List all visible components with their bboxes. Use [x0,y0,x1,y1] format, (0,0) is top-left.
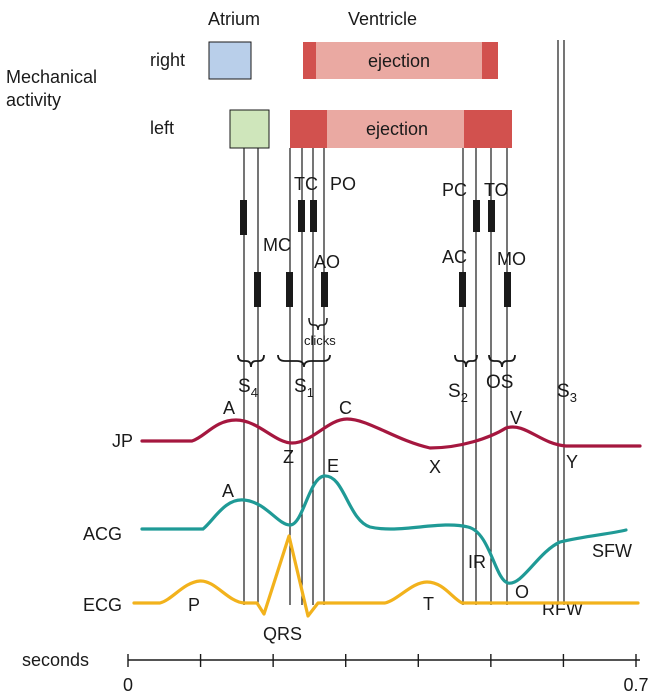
valve-label-to: TO [484,180,509,200]
valve-label-po: PO [330,174,356,194]
mechanical-activity-label-1: Mechanical [6,67,97,87]
valve-bar [298,200,305,232]
valve-bar [286,272,293,307]
sound-s3: S3 [557,381,577,405]
jp-label: JP [112,431,133,451]
valve-label-ac: AC [442,247,467,267]
mechanical-activity-label-2: activity [6,90,61,110]
acg-trace [140,474,628,585]
jp-c-label: C [339,398,352,418]
valve-label-mo: MO [497,249,526,269]
right-atrium-box [208,41,252,80]
axis-min-label: 0 [123,675,133,695]
right-row-label: right [150,50,185,70]
left-row-label: left [150,118,174,138]
acg-a-label: A [222,481,234,501]
timing-lines [243,40,565,605]
atrium-header: Atrium [208,9,260,29]
left-atrium-box [229,109,270,149]
axis-label: seconds [22,650,89,670]
acg-sfw-label: SFW [592,541,632,561]
os-brace [488,354,516,368]
clicks-label: clicks [304,333,336,348]
ecg-qrs-label: QRS [263,624,302,644]
jp-trace [140,417,642,450]
sound-s1: S1 [294,376,314,400]
jp-z-label: Z [283,447,294,467]
heart-sound-braces [237,354,516,368]
axis-ticks [127,654,637,667]
jp-x-label: X [429,457,441,477]
acg-e-label: E [327,456,339,476]
acg-o-label: O [515,582,529,602]
s4-brace [237,354,265,368]
ecg-trace [132,534,640,618]
ventricle-header: Ventricle [348,9,417,29]
valve-label-tc: TC [294,174,318,194]
s1-brace [277,354,331,368]
ecg-label: ECG [83,595,122,615]
right-ejection-label: ejection [368,51,430,71]
acg-label: ACG [83,524,122,544]
valve-bar [473,200,480,232]
ecg-t-label: T [423,594,434,614]
jp-y-label: Y [566,452,578,472]
right-ejection-bar [303,42,498,79]
clicks-brace [308,317,328,331]
valve-bar [240,200,247,235]
sound-s4: S4 [238,376,258,400]
valve-bars [240,200,511,307]
valve-bar [459,272,466,307]
valve-label-pc: PC [442,180,467,200]
axis-max-label: 0.7 [623,675,648,695]
valve-bar [310,200,317,232]
ecg-p-label: P [188,595,200,615]
acg-ir-label: IR [468,552,486,572]
sound-os: OS [486,372,513,393]
jp-a-label: A [223,398,235,418]
valve-bar [254,272,261,307]
left-ejection-bar [290,110,512,148]
valve-label-mc: MC [263,235,291,255]
s2-brace [454,354,478,368]
sound-s2: S2 [448,381,468,405]
valve-label-ao: AO [314,252,340,272]
valve-bar [321,272,328,307]
valve-bar [504,272,511,307]
valve-bar [488,200,495,232]
jp-v-label: V [510,408,522,428]
left-ejection-label: ejection [366,119,428,139]
